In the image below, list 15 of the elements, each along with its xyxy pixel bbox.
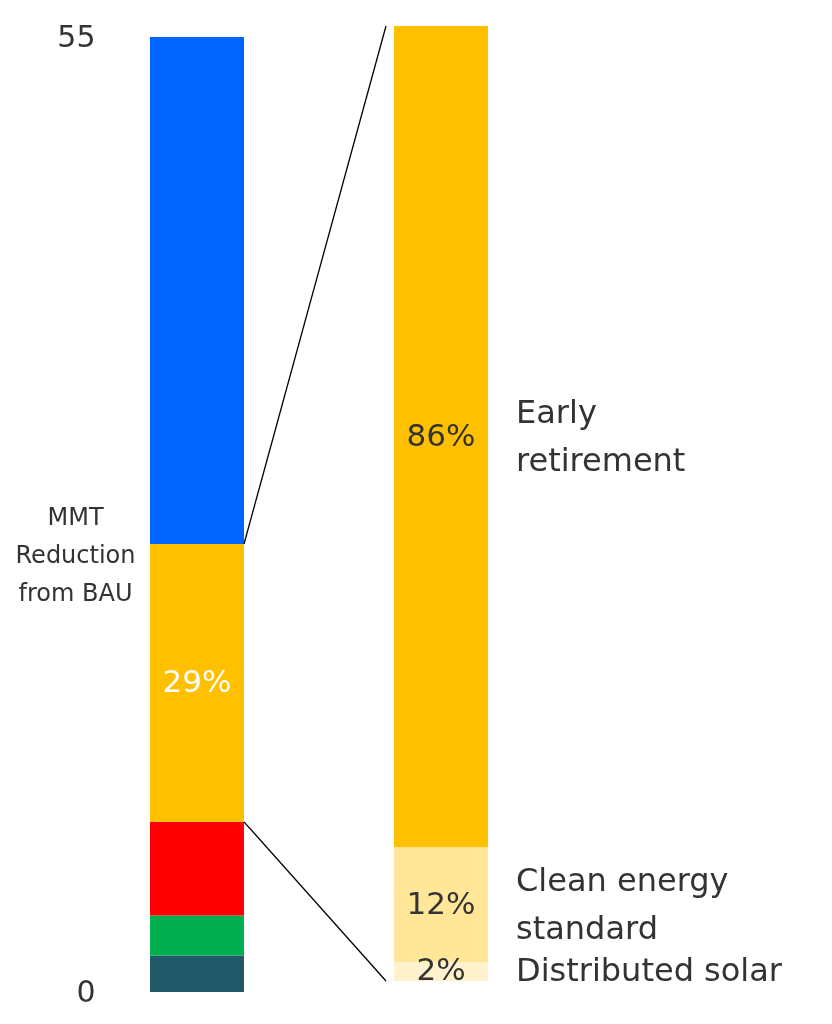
y-tick-label: 0 (76, 973, 96, 1009)
y-axis-title: MMT Reduction from BAU (15, 502, 136, 607)
bar (150, 821, 244, 916)
annotation: 29% (162, 662, 232, 699)
bar (150, 544, 244, 822)
bar (150, 955, 244, 992)
data-label: 2% (416, 951, 466, 988)
y-tick-label: 55 (57, 18, 96, 54)
data-label: 86% (406, 416, 476, 453)
bar (150, 37, 244, 545)
series-label: Early retirement (516, 392, 686, 479)
series-label: Distributed solar (516, 951, 783, 990)
series-label: Clean energy standard (516, 860, 729, 947)
data-label: 12% (406, 884, 476, 921)
bar (150, 915, 244, 956)
